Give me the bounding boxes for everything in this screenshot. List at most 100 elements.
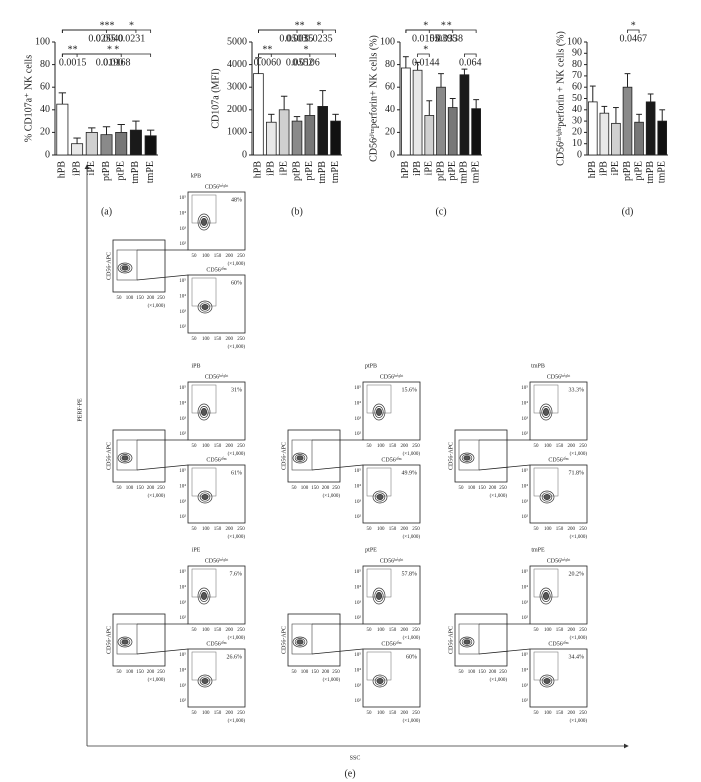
p-value: 0.0338 [435, 33, 463, 44]
y-tick-label: 70 [572, 70, 582, 81]
bar [265, 121, 277, 156]
cell-population [542, 408, 550, 416]
bar [85, 131, 98, 156]
cell-population [372, 490, 388, 504]
x-tick-label: 100 [544, 444, 552, 449]
x-tick-label: 200 [226, 628, 234, 633]
p-value: 0.0552 [286, 57, 314, 68]
x-tick-label: ptPE [304, 161, 315, 180]
x-tick-label: 50 [534, 628, 540, 633]
dim-percent: 60% [406, 654, 417, 660]
x-tick-label: iPB [412, 161, 423, 176]
y-tick-label: 100 [567, 36, 582, 47]
p-value: 0.0015 [59, 57, 87, 68]
bright-label: CD56ᵇʳⁱᵍʰᵗ [205, 182, 229, 190]
y-axis-title: CD56ᵈⁱᵐperforin+ NK cells (%) [368, 35, 379, 162]
plot-frame [287, 429, 341, 483]
x-tick-label: ptPB [622, 161, 633, 181]
bar [291, 120, 303, 156]
x-tick-label: ptPE [116, 161, 127, 180]
x-tick-label: 250 [499, 670, 507, 675]
x-unit: (×1,000) [570, 636, 588, 641]
p-value: 0.0231 [118, 33, 146, 44]
gate [291, 439, 313, 471]
y-tick-label: 10³ [355, 416, 362, 422]
plot-frame [187, 464, 246, 524]
x-tick-label: 150 [214, 711, 222, 716]
bar [129, 129, 142, 156]
y-tick-label: 10⁴ [521, 400, 528, 406]
p-value: 0.0190 [96, 57, 124, 68]
panel-label: (d) [622, 206, 634, 217]
x-tick-label: 200 [147, 486, 155, 491]
dim-percent: 60% [231, 280, 242, 286]
p-value: 0.0035 [286, 33, 314, 44]
bright-percent: 33.3% [569, 387, 585, 393]
bar [56, 103, 69, 156]
y-tick-label: 80 [572, 59, 582, 70]
bar [447, 107, 458, 156]
x-tick-label: 250 [237, 337, 245, 342]
x-tick-label: 50 [534, 711, 540, 716]
y-tick-label: 50 [572, 93, 582, 104]
sample-name: iPE [192, 547, 201, 553]
bright-percent: 31% [231, 387, 242, 393]
x-tick-label: 50 [367, 711, 373, 716]
x-tick-label: 100 [126, 296, 134, 301]
y-tick-label: 100 [35, 36, 50, 47]
x-tick-label: 100 [202, 337, 210, 342]
x-unit: (×1,000) [228, 719, 246, 724]
y-tick-label: 10⁵ [179, 385, 186, 391]
y-tick-label: 10² [355, 514, 362, 520]
bright-percent: 57.8% [402, 571, 418, 577]
y-tick-label: 10² [180, 615, 187, 621]
x-tick-label: 100 [126, 486, 134, 491]
y-tick-label: 20 [385, 127, 395, 138]
p-value: 0.0168 [103, 57, 131, 68]
y-tick-label: 10³ [522, 600, 529, 606]
y-tick-label: 10⁴ [521, 667, 528, 673]
significance-star: * [316, 20, 321, 31]
x-tick-label: 50 [534, 527, 540, 532]
x-unit: (×1,000) [228, 452, 246, 457]
cell-population [199, 302, 211, 312]
y-tick-label: 60 [385, 81, 395, 92]
x-tick-label: 250 [412, 527, 420, 532]
gate-axis-title: CD56-APC [281, 442, 287, 470]
x-tick-label: 200 [226, 254, 234, 259]
y-axis-title: PERF-PE [77, 398, 83, 422]
significance-star: ** [262, 44, 272, 55]
cell-population [461, 638, 473, 646]
y-tick-label: 10⁵ [521, 652, 528, 658]
x-tick-label: 150 [478, 670, 486, 675]
x-tick-label: 200 [226, 444, 234, 449]
cell-population [539, 587, 553, 605]
plot-frame [187, 274, 246, 334]
bar [459, 74, 470, 156]
cell-population [463, 455, 471, 461]
bar [412, 69, 423, 156]
sample-name: ptPE [365, 547, 377, 553]
x-unit: (×1,000) [228, 262, 246, 267]
x-tick-label: 250 [332, 486, 340, 491]
bar [144, 135, 157, 156]
x-tick-label: 250 [237, 444, 245, 449]
dim-label: CD56ᵈⁱᵐ [206, 639, 226, 647]
x-tick-label: hPB [587, 161, 598, 179]
x-unit: (×1,000) [403, 636, 421, 641]
x-tick-label: ptPE [633, 161, 644, 180]
dim-percent: 71.8% [569, 470, 585, 476]
x-tick-label: 200 [226, 337, 234, 342]
cell-population [199, 216, 209, 228]
cell-population [543, 493, 551, 501]
y-tick-label: 10⁵ [521, 468, 528, 474]
cell-population [542, 592, 550, 600]
x-tick-label: iPE [424, 161, 435, 175]
x-tick-label: hPB [400, 161, 411, 179]
cell-population [296, 639, 304, 645]
y-tick-label: 60 [40, 81, 50, 92]
x-tick-label: iPE [278, 161, 289, 175]
y-tick-label: 10⁵ [521, 569, 528, 575]
x-tick-label: 50 [117, 486, 123, 491]
x-tick-label: 50 [192, 711, 198, 716]
